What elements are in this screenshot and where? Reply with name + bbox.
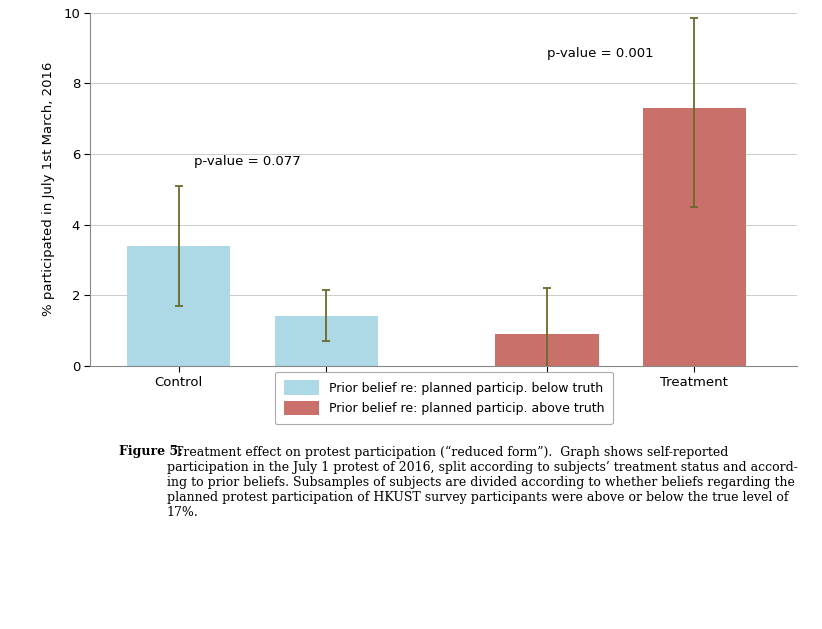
Bar: [643, 108, 746, 366]
Bar: [275, 316, 377, 366]
Text: p-value = 0.001: p-value = 0.001: [547, 47, 653, 60]
Legend: Prior belief re: planned particip. below truth, Prior belief re: planned partici: Prior belief re: planned particip. below…: [275, 372, 613, 424]
Y-axis label: % participated in July 1st March, 2016: % participated in July 1st March, 2016: [42, 62, 55, 316]
Bar: [127, 246, 230, 366]
Text: p-value = 0.077: p-value = 0.077: [193, 155, 300, 168]
Bar: [496, 334, 598, 366]
Text: Treatment effect on protest participation (“reduced form”).  Graph shows self-re: Treatment effect on protest participatio…: [167, 445, 797, 519]
Text: Figure 5:: Figure 5:: [118, 445, 182, 459]
